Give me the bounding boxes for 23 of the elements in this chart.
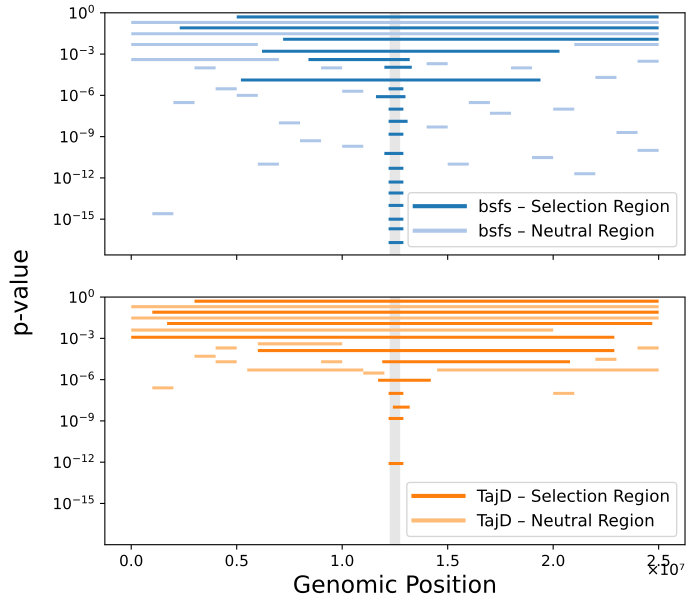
y-tick-label: 10$^{−6}$ [60, 372, 94, 386]
x-tick-label: 0.5 [226, 554, 248, 566]
y-tick-label: 10$^{0}$ [70, 4, 94, 19]
legend-label: bsfs – Neutral Region [480, 224, 654, 240]
y-tick-label: 10$^{−12}$ [54, 170, 94, 184]
y-tick-label: 10$^{−3}$ [60, 330, 94, 344]
legend-label: bsfs – Selection Region [480, 199, 669, 216]
x-tick-label: 0.0 [120, 554, 142, 566]
y-tick-label: 10$^{−9}$ [60, 412, 94, 427]
y-tick-label: 10$^{0}$ [70, 288, 94, 303]
legend-label: TajD – Neutral Region [476, 514, 654, 530]
y-axis-title: p-value [10, 250, 32, 334]
x-tick-label: 2.0 [542, 554, 564, 566]
x-tick-label: 1.5 [437, 554, 458, 566]
x-tick-label: 1.0 [332, 554, 354, 566]
y-tick-label: 10$^{−15}$ [54, 496, 94, 510]
y-tick-label: 10$^{−9}$ [60, 128, 94, 143]
y-tick-label: 10$^{−15}$ [54, 211, 94, 226]
y-tick-label: 10$^{−3}$ [60, 46, 94, 60]
y-tick-label: 10$^{−6}$ [60, 87, 94, 102]
y-tick-label: 10$^{−12}$ [54, 454, 94, 468]
legend-label: TajD – Selection Region [476, 489, 669, 506]
x-axis-title: Genomic Position [294, 574, 496, 594]
